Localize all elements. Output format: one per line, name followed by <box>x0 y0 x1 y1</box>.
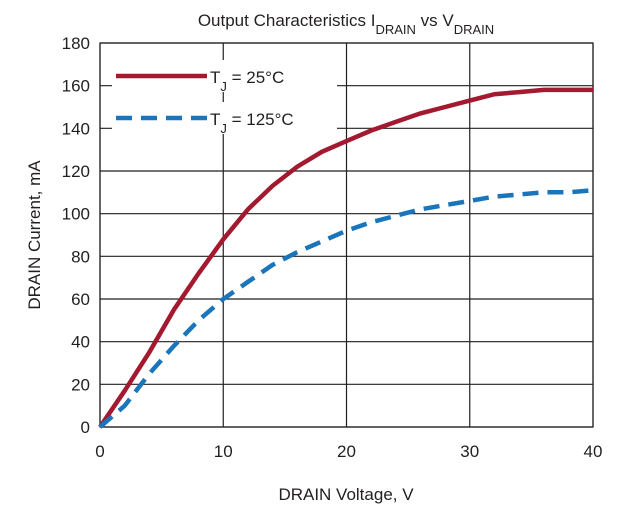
x-tick-label: 10 <box>214 442 233 461</box>
x-tick-label: 30 <box>460 442 479 461</box>
y-tick-label: 0 <box>81 418 90 437</box>
data-line <box>98 87 593 429</box>
x-axis-label: DRAIN Voltage, V <box>278 485 414 504</box>
y-tick-label: 40 <box>71 333 90 352</box>
y-axis-label: DRAIN Current, mA <box>25 160 44 310</box>
y-tick-label: 80 <box>71 247 90 266</box>
y-tick-label: 120 <box>62 162 90 181</box>
data-line <box>98 187 594 429</box>
legend-label: TJ = 125°C <box>210 110 294 136</box>
x-tick-label: 20 <box>337 442 356 461</box>
y-tick-label: 140 <box>62 119 90 138</box>
x-tick-label: 0 <box>95 442 104 461</box>
chart-title: Output Characteristics IDRAIN vs VDRAIN <box>198 11 494 37</box>
y-tick-label: 100 <box>62 205 90 224</box>
x-tick-label: 40 <box>584 442 603 461</box>
y-tick-label: 20 <box>71 375 90 394</box>
y-tick-label: 160 <box>62 77 90 96</box>
y-tick-label: 180 <box>62 34 90 53</box>
legend-label: TJ = 25°C <box>210 68 284 94</box>
y-tick-label: 60 <box>71 290 90 309</box>
